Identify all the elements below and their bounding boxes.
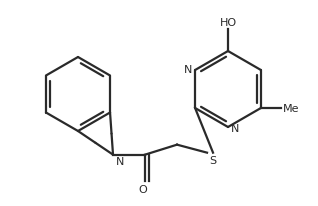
Text: N: N — [116, 156, 124, 166]
Text: N: N — [231, 123, 239, 133]
Text: N: N — [184, 65, 192, 75]
Text: Me: Me — [283, 103, 300, 114]
Text: HO: HO — [219, 18, 237, 28]
Text: O: O — [139, 184, 148, 194]
Text: S: S — [209, 155, 216, 165]
